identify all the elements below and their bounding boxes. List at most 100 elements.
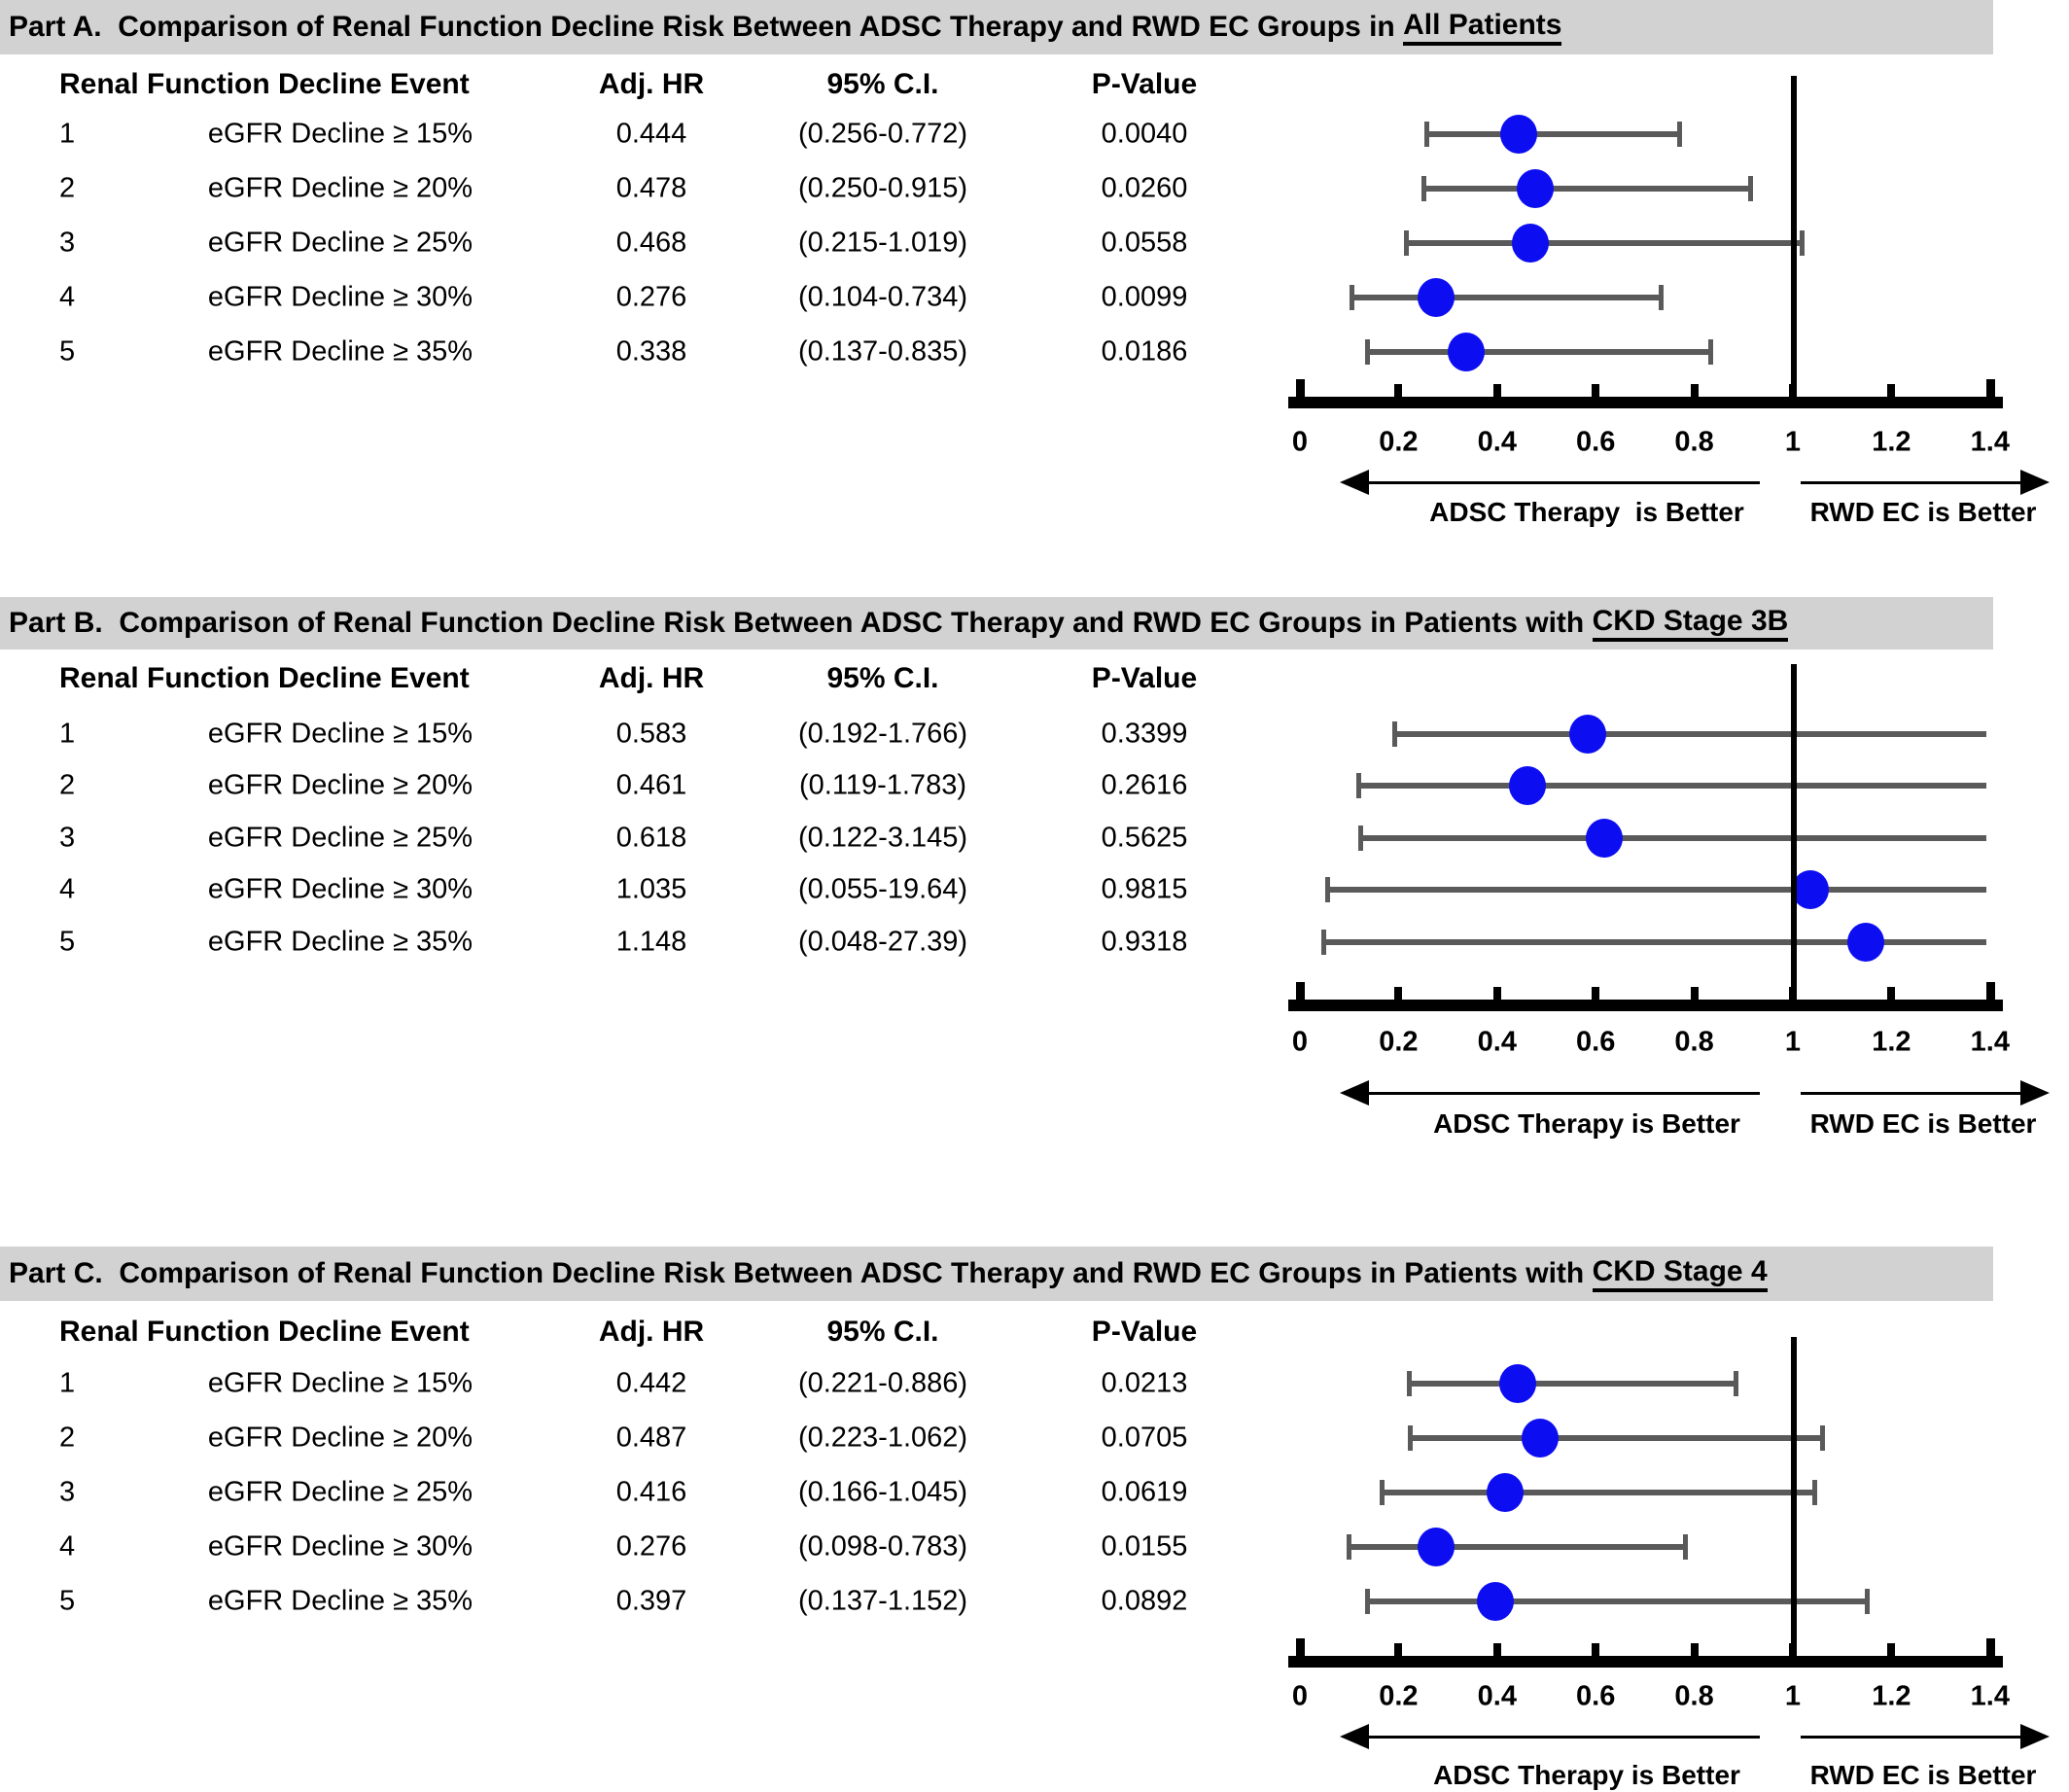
hr-point bbox=[1517, 169, 1555, 208]
ci-cap-high bbox=[1677, 122, 1683, 147]
axis-tick-label: 0.4 bbox=[1477, 1026, 1517, 1058]
ci-cap-low bbox=[1423, 122, 1429, 147]
ci-cap-high bbox=[1708, 339, 1714, 365]
axis-tick-label: 0.8 bbox=[1674, 1026, 1714, 1058]
axis-end-tick bbox=[1296, 379, 1305, 408]
row-adj-hr: 0.583 bbox=[615, 718, 687, 750]
part-title-underlined: All Patients bbox=[1403, 9, 1562, 46]
axis-tick bbox=[1394, 1643, 1403, 1656]
x-axis bbox=[1288, 1656, 2003, 1668]
x-axis bbox=[1288, 397, 2003, 408]
axis-tick bbox=[1592, 1643, 1600, 1656]
row-event-label: eGFR Decline ≥ 35% bbox=[207, 1585, 473, 1617]
row-adj-hr: 0.276 bbox=[615, 281, 687, 313]
col-header-hr: Adj. HR bbox=[598, 68, 705, 100]
col-header-event: Renal Function Decline Event bbox=[59, 68, 470, 100]
right-arrow-line bbox=[1801, 1092, 2020, 1095]
ci-cap-low bbox=[1324, 877, 1330, 902]
reference-line bbox=[1791, 664, 1797, 1011]
row-number: 3 bbox=[59, 822, 76, 854]
row-p-value: 0.0186 bbox=[1101, 335, 1188, 368]
right-arrow-line bbox=[1801, 481, 2020, 484]
left-arrow-head bbox=[1340, 1724, 1369, 1749]
hr-point bbox=[1499, 1364, 1537, 1403]
row-ci: (0.166-1.045) bbox=[797, 1476, 968, 1508]
axis-tick-label: 1.4 bbox=[1970, 1026, 2010, 1058]
x-axis bbox=[1288, 1000, 2003, 1011]
row-number: 1 bbox=[59, 118, 76, 150]
axis-tick bbox=[1887, 384, 1896, 397]
row-number: 5 bbox=[59, 926, 76, 958]
ci-cap-low bbox=[1346, 1534, 1351, 1560]
row-ci: (0.223-1.062) bbox=[797, 1422, 968, 1454]
hr-point bbox=[1448, 333, 1486, 371]
ci-whisker bbox=[1350, 295, 1663, 300]
ci-whisker bbox=[1382, 1490, 1815, 1495]
row-ci: (0.137-1.152) bbox=[797, 1585, 968, 1617]
hr-point bbox=[1417, 1528, 1455, 1566]
row-p-value: 0.0558 bbox=[1101, 227, 1188, 259]
row-event-label: eGFR Decline ≥ 25% bbox=[207, 1476, 473, 1508]
row-event-label: eGFR Decline ≥ 35% bbox=[207, 335, 473, 368]
part-title-bar: Part A. Comparison of Renal Function Dec… bbox=[0, 0, 1993, 54]
right-arrow-label: RWD EC is Better bbox=[1809, 1760, 2037, 1790]
row-ci: (0.250-0.915) bbox=[797, 172, 968, 204]
row-number: 2 bbox=[59, 1422, 76, 1454]
row-event-label: eGFR Decline ≥ 30% bbox=[207, 1530, 473, 1563]
row-p-value: 0.0705 bbox=[1101, 1422, 1188, 1454]
row-event-label: eGFR Decline ≥ 15% bbox=[207, 718, 473, 750]
right-arrow-head bbox=[2020, 1080, 2050, 1106]
col-header-p: P-Value bbox=[1091, 68, 1198, 100]
row-p-value: 0.9815 bbox=[1101, 873, 1188, 905]
row-adj-hr: 0.397 bbox=[615, 1585, 687, 1617]
row-ci: (0.192-1.766) bbox=[797, 718, 968, 750]
ci-cap-high bbox=[1747, 176, 1753, 201]
left-arrow-label: ADSC Therapy is Better bbox=[1433, 1760, 1740, 1790]
axis-end-tick bbox=[1985, 1638, 1995, 1668]
col-header-p: P-Value bbox=[1091, 1316, 1198, 1348]
hr-point bbox=[1847, 923, 1885, 962]
row-number: 2 bbox=[59, 172, 76, 204]
axis-tick bbox=[1789, 987, 1797, 1000]
row-adj-hr: 0.416 bbox=[615, 1476, 687, 1508]
left-arrow-line bbox=[1369, 1092, 1760, 1095]
row-ci: (0.055-19.64) bbox=[797, 873, 968, 905]
axis-tick-label: 0 bbox=[1291, 426, 1309, 458]
row-p-value: 0.0040 bbox=[1101, 118, 1188, 150]
row-event-label: eGFR Decline ≥ 30% bbox=[207, 281, 473, 313]
hr-point bbox=[1477, 1582, 1515, 1621]
part-title-underlined: CKD Stage 4 bbox=[1592, 1255, 1768, 1292]
row-ci: (0.098-0.783) bbox=[797, 1530, 968, 1563]
row-adj-hr: 0.478 bbox=[615, 172, 687, 204]
left-arrow-label: ADSC Therapy is Better bbox=[1433, 1108, 1740, 1139]
axis-tick bbox=[1492, 987, 1501, 1000]
axis-tick-label: 1.4 bbox=[1970, 1680, 2010, 1712]
ci-cap-high bbox=[1659, 285, 1665, 310]
hr-point bbox=[1521, 1419, 1559, 1458]
axis-tick bbox=[1592, 384, 1600, 397]
axis-tick bbox=[1394, 384, 1403, 397]
col-header-ci: 95% C.I. bbox=[826, 1316, 939, 1348]
part-title-text: Part C. Comparison of Renal Function Dec… bbox=[9, 1257, 1593, 1289]
ci-whisker bbox=[1409, 1381, 1737, 1387]
row-p-value: 0.0260 bbox=[1101, 172, 1188, 204]
ci-whisker bbox=[1425, 131, 1681, 137]
row-number: 1 bbox=[59, 718, 76, 750]
right-arrow-label: RWD EC is Better bbox=[1809, 1108, 2037, 1139]
row-adj-hr: 1.148 bbox=[615, 926, 687, 958]
ci-cap-low bbox=[1357, 826, 1363, 851]
row-p-value: 0.0619 bbox=[1101, 1476, 1188, 1508]
ci-cap-high bbox=[1734, 1371, 1739, 1396]
axis-tick-label: 1 bbox=[1784, 1026, 1802, 1058]
ci-cap-low bbox=[1356, 773, 1362, 798]
part-title-bar: Part C. Comparison of Renal Function Dec… bbox=[0, 1247, 1993, 1301]
row-ci: (0.256-0.772) bbox=[797, 118, 968, 150]
row-event-label: eGFR Decline ≥ 25% bbox=[207, 227, 473, 259]
row-adj-hr: 0.444 bbox=[615, 118, 687, 150]
hr-point bbox=[1486, 1473, 1524, 1512]
row-event-label: eGFR Decline ≥ 25% bbox=[207, 822, 473, 854]
row-event-label: eGFR Decline ≥ 20% bbox=[207, 1422, 473, 1454]
ci-cap-low bbox=[1365, 1589, 1371, 1614]
axis-tick bbox=[1887, 1643, 1896, 1656]
part-title-text: Part B. Comparison of Renal Function Dec… bbox=[9, 607, 1593, 639]
